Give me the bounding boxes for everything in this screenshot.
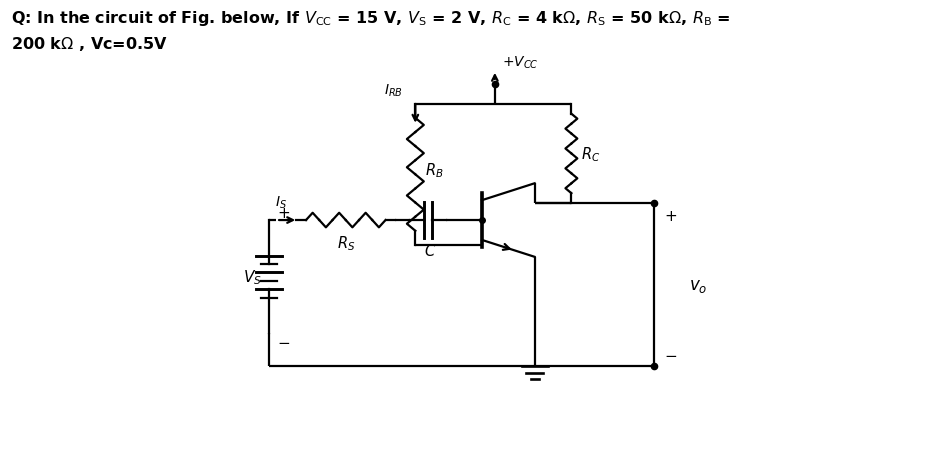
Text: $I_S$: $I_S$ (276, 194, 287, 211)
Text: $I_{RB}$: $I_{RB}$ (384, 82, 403, 99)
Text: $V_S$: $V_S$ (244, 268, 262, 286)
Text: $+V_{CC}$: $+V_{CC}$ (502, 55, 538, 71)
Text: $+$: $+$ (664, 209, 677, 223)
Text: $R_S$: $R_S$ (337, 233, 355, 252)
Text: $-$: $-$ (278, 334, 291, 349)
Text: $+$: $+$ (278, 206, 291, 221)
Text: $R_C$: $R_C$ (582, 145, 600, 163)
Text: $R_B$: $R_B$ (426, 161, 444, 179)
Text: Q: In the circuit of Fig. below, If $\mathit{V}_\mathrm{CC}$ = 15 V, $\mathit{V}: Q: In the circuit of Fig. below, If $\ma… (10, 9, 731, 28)
Text: $-$: $-$ (664, 346, 677, 361)
Text: $v_o$: $v_o$ (689, 276, 707, 294)
Text: 200 k$\Omega$ , Vc=0.5V: 200 k$\Omega$ , Vc=0.5V (10, 35, 168, 53)
Text: $C$: $C$ (424, 243, 436, 258)
